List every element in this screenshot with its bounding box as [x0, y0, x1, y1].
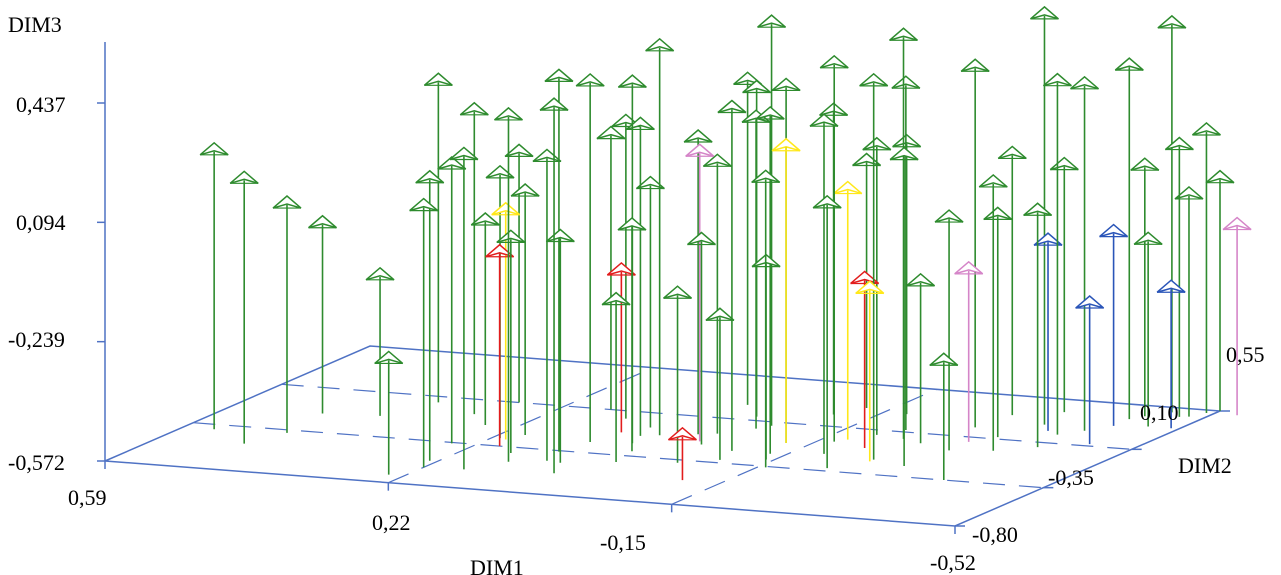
data-point-red	[485, 243, 515, 447]
data-point-green	[983, 206, 1013, 438]
x-tick-label: -0,15	[600, 530, 646, 555]
data-point-green	[889, 146, 919, 466]
x-tick-label: 0,22	[372, 510, 411, 535]
data-point-green	[819, 54, 849, 442]
floor-outline	[104, 345, 1221, 527]
data-point-green	[645, 37, 675, 436]
tick-labels: -0,572 -0,239 0,094 0,437 0,59 0,22 -0,15 -0,52…	[8, 92, 1265, 575]
data-point-green	[496, 229, 526, 453]
data-point-green	[906, 272, 936, 444]
data-point-green	[539, 97, 569, 474]
data-point-green	[510, 183, 540, 436]
data-point-pink	[954, 260, 984, 442]
data-point-green	[751, 169, 781, 468]
data-point-blue	[1075, 295, 1105, 445]
data-point-green	[625, 116, 655, 436]
data-point-green	[809, 113, 839, 454]
data-point-green	[755, 105, 785, 454]
z-axis-title: DIM3	[8, 12, 62, 37]
data-marks	[199, 5, 1252, 481]
data-point-green	[1191, 121, 1221, 413]
x-tick-label: -0,52	[930, 550, 976, 575]
data-point-green	[459, 101, 489, 415]
data-point-yellow	[771, 137, 801, 443]
data-point-green	[601, 291, 631, 463]
data-point-green	[308, 214, 338, 414]
data-point-green	[1133, 231, 1163, 427]
data-point-green	[493, 106, 523, 462]
data-point-green	[199, 141, 229, 430]
data-point-green	[409, 197, 439, 468]
data-point-green	[365, 266, 395, 416]
data-point-green	[1042, 72, 1072, 435]
data-point-green	[617, 216, 647, 452]
data-point-green	[272, 195, 302, 433]
data-point-green	[702, 153, 732, 434]
x-tick-label: 0,59	[68, 485, 107, 510]
data-point-green	[1164, 136, 1194, 417]
data-point-green	[891, 75, 921, 431]
data-point-green	[437, 155, 467, 444]
data-point-green	[997, 145, 1027, 416]
grid-line-dim1	[388, 367, 654, 484]
data-point-green	[504, 143, 534, 403]
data-point-green	[705, 307, 735, 460]
data-point-green	[449, 146, 479, 470]
data-point-green	[978, 173, 1008, 451]
y-tick-label: 0,55	[1226, 342, 1265, 367]
data-point-green	[423, 72, 453, 403]
data-point-blue	[1099, 223, 1129, 426]
data-point-green	[374, 350, 404, 475]
z-tick-label: 0,437	[16, 92, 66, 117]
data-point-green	[575, 72, 605, 442]
data-point-green	[683, 129, 713, 435]
data-point-green	[934, 209, 964, 451]
data-point-green	[960, 58, 990, 428]
data-point-pink	[685, 143, 715, 442]
data-point-red	[667, 426, 697, 481]
data-point-green	[415, 169, 445, 461]
data-point-green	[545, 228, 575, 463]
data-point-green	[686, 231, 716, 445]
data-point-green	[470, 212, 500, 425]
data-point-green	[1049, 156, 1079, 413]
data-point-green	[812, 194, 842, 469]
data-point-green	[1070, 75, 1100, 431]
data-point-green	[544, 68, 574, 452]
z-tick-label: 0,094	[16, 210, 66, 235]
data-point-green	[1114, 57, 1144, 420]
data-point-green	[757, 14, 787, 426]
y-tick-label: 0,10	[1140, 400, 1179, 425]
data-point-green	[717, 99, 747, 451]
data-point-green	[1023, 202, 1053, 448]
z-tick-label: -0,239	[8, 327, 65, 352]
y-axis-title: DIM2	[1178, 453, 1232, 478]
data-point-pink	[1222, 216, 1252, 416]
data-point-green	[1205, 169, 1235, 411]
grid-line-dim1	[671, 388, 937, 505]
data-point-green	[929, 352, 959, 481]
x-axis-title: DIM1	[470, 555, 524, 575]
y-tick-label: -0,80	[972, 522, 1018, 547]
data-point-green	[859, 72, 889, 460]
data-point-yellow	[855, 280, 885, 462]
z-tick-label: -0,572	[8, 450, 65, 475]
data-point-blue	[1156, 279, 1186, 429]
data-point-green	[1130, 157, 1160, 417]
y-tick-label: -0,35	[1048, 465, 1094, 490]
data-point-green	[229, 170, 259, 444]
floor-plane	[104, 345, 1221, 527]
axes	[97, 42, 1230, 534]
data-point-yellow	[833, 180, 863, 440]
